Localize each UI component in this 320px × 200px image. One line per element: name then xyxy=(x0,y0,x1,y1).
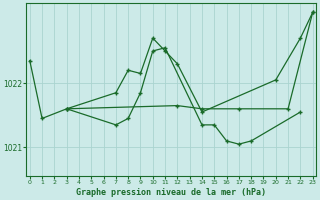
X-axis label: Graphe pression niveau de la mer (hPa): Graphe pression niveau de la mer (hPa) xyxy=(76,188,266,197)
